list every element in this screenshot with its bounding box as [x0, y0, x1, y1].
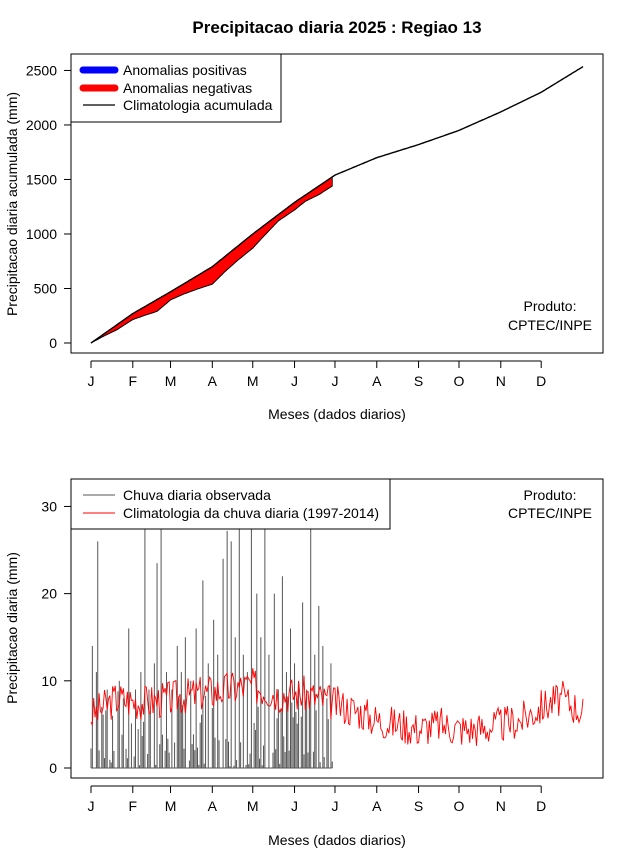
x-tick-label: A: [208, 798, 218, 814]
daily-chart: 0 10 20 30 J F M A M J J A S O N D Precipitacao diaria…: [4, 478, 604, 848]
x-tick-label: J: [291, 798, 298, 814]
daily-y-axis-label: Precipitacao diaria (mm): [4, 552, 20, 704]
daily-product-source: CPTEC/INPE: [508, 505, 592, 521]
y-tick-label: 0: [49, 760, 57, 776]
x-tick-label: M: [165, 373, 177, 389]
x-tick-label: J: [291, 373, 298, 389]
cumulative-legend: Anomalias positivas Anomalias negativas …: [70, 53, 282, 123]
x-tick-label: O: [454, 798, 465, 814]
observed-cumulative-line: [90, 185, 333, 344]
cumulative-chart: 0 500 1000 1500 2000 2500 J F M A M J J A S O N D Precip…: [4, 53, 604, 422]
daily-series-layer: [90, 480, 584, 769]
x-tick-label: D: [536, 373, 546, 389]
chart-title: Precipitacao diaria 2025 : Regiao 13: [192, 18, 481, 37]
legend-label-climatology-cumulative: Climatologia acumulada: [123, 97, 273, 113]
cumulative-y-axis-label: Precipitacao diaria acumulada (mm): [4, 92, 20, 316]
x-tick-label: M: [247, 373, 259, 389]
y-tick-label: 10: [41, 673, 57, 689]
x-tick-label: J: [331, 798, 338, 814]
y-tick-label: 500: [34, 280, 58, 296]
cumulative-product-label: Produto:: [524, 298, 577, 314]
cumulative-y-axis: 0 500 1000 1500 2000 2500: [26, 62, 72, 351]
x-tick-label: D: [536, 798, 546, 814]
x-tick-label: A: [208, 373, 218, 389]
daily-y-axis: 0 10 20 30: [41, 498, 72, 776]
x-tick-label: O: [454, 373, 465, 389]
daily-legend-box: [70, 478, 391, 530]
y-tick-label: 1500: [26, 171, 57, 187]
x-tick-label: J: [331, 373, 338, 389]
legend-label-negative: Anomalias negativas: [123, 80, 252, 96]
y-tick-label: 2000: [26, 117, 57, 133]
x-tick-label: N: [496, 798, 506, 814]
daily-product-label: Produto:: [524, 487, 577, 503]
cumulative-product-source: CPTEC/INPE: [508, 317, 592, 333]
x-tick-label: N: [496, 373, 506, 389]
x-tick-label: F: [129, 373, 138, 389]
y-tick-label: 20: [41, 586, 57, 602]
x-tick-label: F: [129, 798, 138, 814]
x-tick-label: J: [88, 373, 95, 389]
x-tick-label: S: [414, 798, 423, 814]
x-tick-label: S: [414, 373, 423, 389]
cumulative-series-layer: [90, 66, 584, 344]
x-tick-label: J: [88, 798, 95, 814]
climatology-cumulative-line: [90, 66, 584, 344]
x-tick-label: A: [372, 798, 382, 814]
cumulative-x-axis-label: Meses (dados diarios): [268, 406, 406, 422]
y-tick-label: 30: [41, 498, 57, 514]
legend-label-positive: Anomalias positivas: [123, 62, 247, 78]
legend-label-observed: Chuva diaria observada: [123, 487, 271, 503]
daily-legend: Chuva diaria observada Climatologia da c…: [70, 478, 391, 530]
x-tick-label: A: [372, 373, 382, 389]
y-tick-label: 0: [49, 335, 57, 351]
legend-label-climatology-daily: Climatologia da chuva diaria (1997-2014): [123, 505, 379, 521]
y-tick-label: 1000: [26, 226, 57, 242]
climatology-daily-line: [90, 668, 584, 746]
x-tick-label: M: [165, 798, 177, 814]
daily-x-axis-label: Meses (dados diarios): [268, 832, 406, 848]
y-tick-label: 2500: [26, 62, 57, 78]
x-tick-label: M: [247, 798, 259, 814]
